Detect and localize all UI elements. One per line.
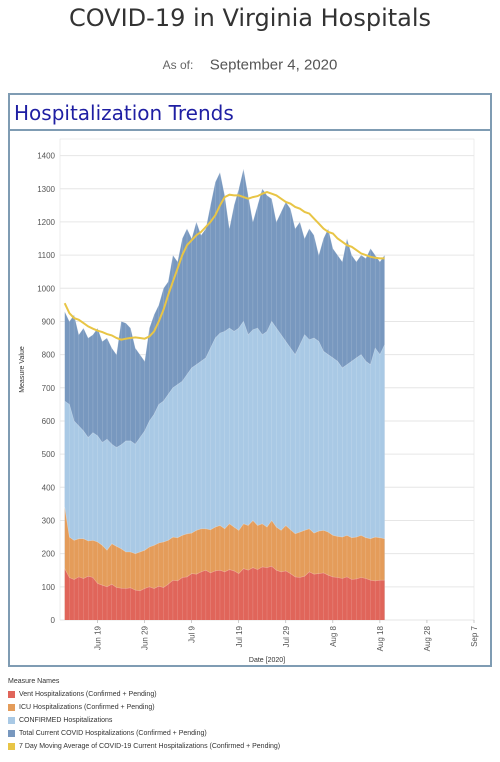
area-edge-icu xyxy=(64,507,385,555)
legend-swatch-total xyxy=(8,730,15,737)
legend-label-average: 7 Day Moving Average of COVID-19 Current… xyxy=(19,743,281,750)
x-tick-label: Jun 29 xyxy=(141,625,150,650)
legend-swatch-vent xyxy=(8,691,15,698)
y-axis-title: Measure Value xyxy=(19,346,26,393)
legend-item-icu[interactable]: ICU Hospitalizations (Confirmed + Pendin… xyxy=(8,701,280,714)
page-title: COVID-19 in Virginia Hospitals xyxy=(68,4,432,32)
legend-item-total[interactable]: Total Current COVID Hospitalizations (Co… xyxy=(8,727,280,740)
x-tick-label: Sep 7 xyxy=(470,625,479,646)
y-tick-label: 1000 xyxy=(37,284,55,293)
y-tick-label: 1100 xyxy=(38,251,56,260)
area-edge-total xyxy=(64,168,385,363)
x-tick-label: Jun 19 xyxy=(94,625,103,650)
legend-item-average[interactable]: 7 Day Moving Average of COVID-19 Current… xyxy=(8,740,280,753)
legend-label-confirmed: CONFIRMED Hospitalizations xyxy=(19,717,113,724)
y-tick-label: 0 xyxy=(51,616,56,625)
dashboard-frame xyxy=(8,93,492,667)
title-divider xyxy=(10,129,490,131)
as-of-row: As of: September 4, 2020 xyxy=(0,56,500,74)
y-tick-label: 600 xyxy=(42,417,56,426)
legend-swatch-average xyxy=(8,743,15,750)
legend-title: Measure Names xyxy=(8,678,60,685)
y-tick-label: 300 xyxy=(42,516,56,525)
y-tick-label: 900 xyxy=(42,317,56,326)
legend-label-total: Total Current COVID Hospitalizations (Co… xyxy=(19,730,207,737)
y-tick-label: 1300 xyxy=(37,185,55,194)
x-tick-label: Jul 19 xyxy=(235,625,244,647)
area-edge-vent xyxy=(64,565,385,592)
x-tick-label: Aug 28 xyxy=(423,625,432,651)
y-tick-label: 1200 xyxy=(37,218,55,227)
legend-label-icu: ICU Hospitalizations (Confirmed + Pendin… xyxy=(19,704,155,711)
x-axis-title: Date [2020] xyxy=(249,657,285,664)
panel-title: Hospitalization Trends xyxy=(14,101,234,125)
legend: Measure Names Vent Hospitalizations (Con… xyxy=(8,678,280,753)
area-edge-confirmed xyxy=(64,320,385,448)
area-vent xyxy=(64,566,385,620)
y-tick-label: 100 xyxy=(42,583,56,592)
as-of-date: September 4, 2020 xyxy=(209,56,338,74)
legend-item-confirmed[interactable]: CONFIRMED Hospitalizations xyxy=(8,714,280,727)
x-tick-label: Aug 18 xyxy=(376,625,385,651)
y-tick-label: 400 xyxy=(42,483,56,492)
x-tick-label: Jul 29 xyxy=(282,625,291,647)
y-tick-label: 500 xyxy=(42,450,56,459)
y-tick-label: 200 xyxy=(42,550,56,559)
legend-label-vent: Vent Hospitalizations (Confirmed + Pendi… xyxy=(19,691,157,698)
legend-item-vent[interactable]: Vent Hospitalizations (Confirmed + Pendi… xyxy=(8,688,280,701)
y-tick-label: 1400 xyxy=(37,152,55,161)
y-tick-label: 700 xyxy=(42,384,56,393)
y-tick-label: 800 xyxy=(42,351,56,360)
line-moving-average xyxy=(63,191,385,341)
x-tick-label: Aug 8 xyxy=(329,625,338,646)
x-tick-label: Jul 9 xyxy=(188,625,197,642)
legend-swatch-icu xyxy=(8,704,15,711)
legend-swatch-confirmed xyxy=(8,717,15,724)
as-of-label: As of: xyxy=(162,57,194,72)
